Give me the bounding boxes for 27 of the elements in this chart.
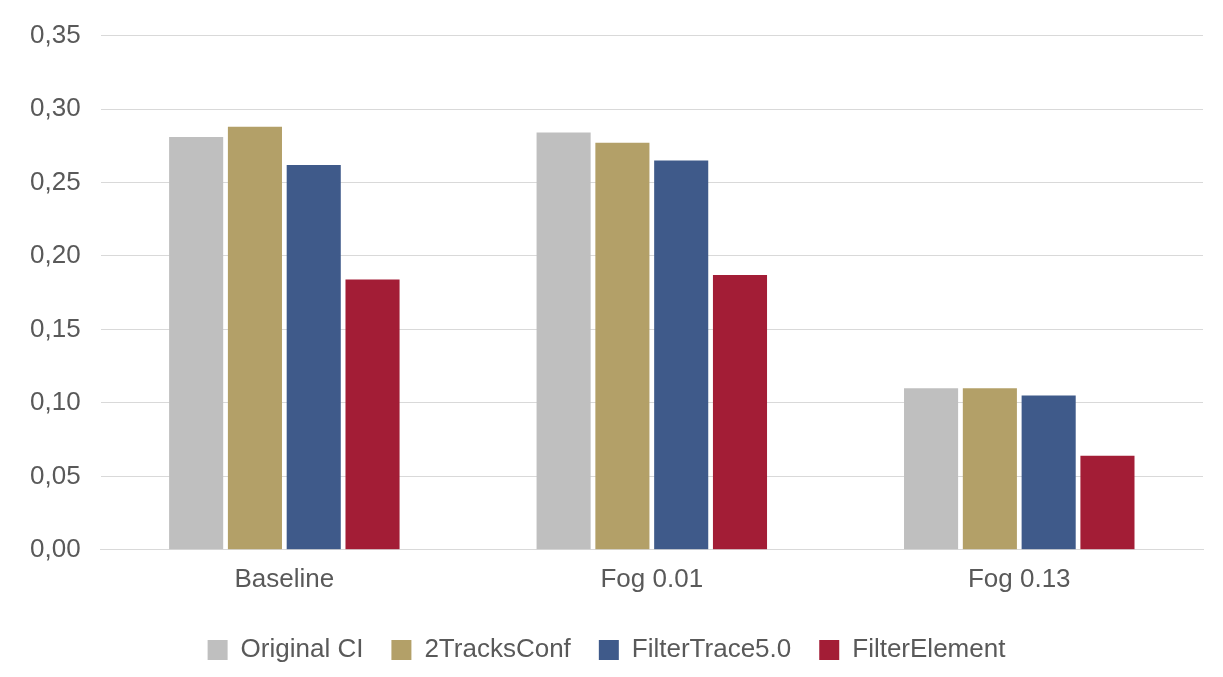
y-tick-label: 0,25 <box>29 165 81 196</box>
bar <box>654 160 709 550</box>
y-tick-label: 0,00 <box>29 532 81 563</box>
y-tick-label: 0,30 <box>29 92 81 123</box>
legend-label: Original CI <box>240 633 364 664</box>
bar <box>536 132 591 550</box>
bar <box>227 126 282 550</box>
y-tick-label: 0,05 <box>29 459 81 490</box>
y-tick-label: 0,20 <box>29 239 81 270</box>
x-tick-label: Fog 0.01 <box>600 562 704 593</box>
bar <box>904 388 959 550</box>
legend-label: FilterElement <box>852 633 1007 664</box>
y-tick-label: 0,15 <box>29 312 81 343</box>
bar <box>595 142 650 550</box>
y-tick-label: 0,35 <box>29 18 81 49</box>
bar <box>712 275 768 550</box>
y-tick-label: 0,10 <box>29 386 81 417</box>
x-tick-label: Baseline <box>234 562 335 593</box>
bar <box>345 279 400 550</box>
bar <box>1080 455 1135 550</box>
bar <box>286 164 341 550</box>
bar <box>1021 395 1076 550</box>
x-tick-label: Fog 0.13 <box>967 562 1071 593</box>
bar <box>169 136 224 550</box>
legend-label: FilterTrace5.0 <box>631 633 792 664</box>
bar <box>962 388 1017 550</box>
legend-label: 2TracksConf <box>424 633 572 664</box>
